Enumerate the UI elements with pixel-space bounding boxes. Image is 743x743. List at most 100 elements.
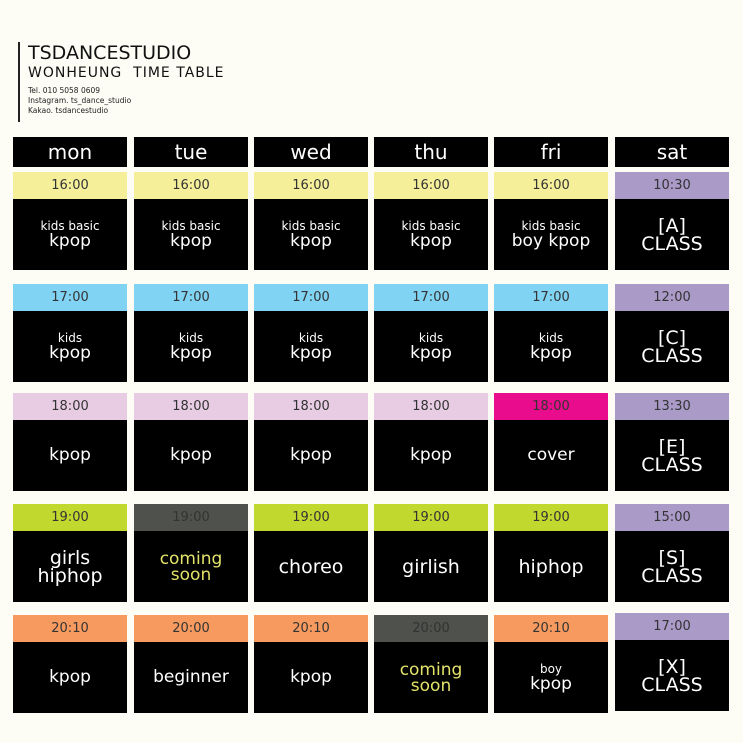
class-name-line: CLASS bbox=[641, 564, 703, 587]
class-name-line: kpop bbox=[410, 230, 452, 251]
class-slot: 18:00 kpop bbox=[254, 393, 368, 491]
class-name-line: kpop bbox=[49, 445, 91, 465]
class-name: [S] CLASS bbox=[615, 531, 729, 602]
class-slot: 19:00 coming soon bbox=[134, 504, 248, 602]
class-name: beginner bbox=[134, 642, 248, 713]
class-name-line: kids basic bbox=[40, 218, 100, 233]
class-name: kids basic kpop bbox=[374, 199, 488, 270]
class-slot: 19:00 girls hiphop bbox=[13, 504, 127, 602]
class-name: kpop bbox=[254, 420, 368, 491]
class-slot: 16:00 kids basic kpop bbox=[254, 172, 368, 270]
class-name-line: kids basic bbox=[161, 218, 221, 233]
class-name: coming soon bbox=[134, 531, 248, 602]
class-name: kids kpop bbox=[134, 311, 248, 382]
class-time: 19:00 bbox=[374, 504, 488, 531]
class-name-line: kpop bbox=[410, 445, 452, 465]
class-time: 18:00 bbox=[374, 393, 488, 420]
studio-header: TSDANCESTUDIO WONHEUNG TIME TABLE Tel. 0… bbox=[18, 42, 225, 122]
class-slot: 20:00 coming soon bbox=[374, 615, 488, 713]
class-name-line: kpop bbox=[530, 673, 572, 694]
class-time: 18:00 bbox=[13, 393, 127, 420]
class-name-line: kpop bbox=[170, 445, 212, 465]
class-time: 18:00 bbox=[494, 393, 608, 420]
class-name-line: kpop bbox=[410, 342, 452, 363]
class-name-line: kids basic bbox=[401, 218, 461, 233]
class-time: 12:00 bbox=[615, 284, 729, 311]
class-slot: 17:00 kids kpop bbox=[374, 284, 488, 382]
class-name: kids kpop bbox=[494, 311, 608, 382]
class-name-line: kpop bbox=[49, 230, 91, 251]
class-time: 19:00 bbox=[254, 504, 368, 531]
class-name-line: girls bbox=[49, 546, 91, 569]
class-name: kids kpop bbox=[254, 311, 368, 382]
class-time: 13:30 bbox=[615, 393, 729, 420]
class-time: 16:00 bbox=[254, 172, 368, 199]
class-name: kids basic boy kpop bbox=[494, 199, 608, 270]
class-slot: 16:00 kids basic boy kpop bbox=[494, 172, 608, 270]
class-name-line: coming bbox=[399, 659, 463, 680]
class-name-line: kids bbox=[57, 330, 83, 345]
class-name: kpop bbox=[13, 420, 127, 491]
class-time: 16:00 bbox=[374, 172, 488, 199]
class-name: kpop bbox=[13, 642, 127, 713]
class-time: 17:00 bbox=[494, 284, 608, 311]
class-time: 16:00 bbox=[13, 172, 127, 199]
class-slot: 16:00 kids basic kpop bbox=[134, 172, 248, 270]
class-slot: 17:00 [X] CLASS bbox=[615, 613, 729, 711]
class-name-line: hiphop bbox=[518, 555, 584, 578]
class-time: 20:10 bbox=[254, 615, 368, 642]
class-name-line: cover bbox=[527, 445, 575, 465]
class-time: 10:30 bbox=[615, 172, 729, 199]
day-header-wed: wed bbox=[254, 137, 368, 167]
class-slot: 15:00 [S] CLASS bbox=[615, 504, 729, 602]
class-name: coming soon bbox=[374, 642, 488, 713]
class-name: hiphop bbox=[494, 531, 608, 602]
class-name-line: kids bbox=[418, 330, 444, 345]
class-name-line: CLASS bbox=[641, 344, 703, 367]
class-time: 17:00 bbox=[134, 284, 248, 311]
class-name-line: kpop bbox=[290, 342, 332, 363]
class-time: 20:00 bbox=[134, 615, 248, 642]
class-name-line: CLASS bbox=[641, 673, 703, 696]
class-time: 18:00 bbox=[254, 393, 368, 420]
class-name-line: CLASS bbox=[641, 232, 703, 255]
class-name: choreo bbox=[254, 531, 368, 602]
class-slot: 18:00 kpop bbox=[374, 393, 488, 491]
class-slot: 20:10 boy kpop bbox=[494, 615, 608, 713]
class-slot: 20:00 beginner bbox=[134, 615, 248, 713]
class-slot: 20:10 kpop bbox=[254, 615, 368, 713]
day-header-mon: mon bbox=[13, 137, 127, 167]
class-slot: 13:30 [E] CLASS bbox=[615, 393, 729, 491]
class-name-line: CLASS bbox=[641, 453, 703, 476]
class-time: 17:00 bbox=[13, 284, 127, 311]
class-time: 20:00 bbox=[374, 615, 488, 642]
class-name: girls hiphop bbox=[13, 531, 127, 602]
class-time: 19:00 bbox=[494, 504, 608, 531]
class-time: 17:00 bbox=[254, 284, 368, 311]
class-name-line: kpop bbox=[49, 667, 91, 687]
day-header-thu: thu bbox=[374, 137, 488, 167]
class-slot: 18:00 kpop bbox=[13, 393, 127, 491]
day-header-fri: fri bbox=[494, 137, 608, 167]
class-name-line: kids basic bbox=[521, 218, 581, 233]
class-name: boy kpop bbox=[494, 642, 608, 713]
class-name-line: boy kpop bbox=[511, 230, 591, 251]
class-slot: 20:10 kpop bbox=[13, 615, 127, 713]
class-name-line: kpop bbox=[170, 230, 212, 251]
class-name: [A] CLASS bbox=[615, 199, 729, 270]
class-name-line: kpop bbox=[290, 230, 332, 251]
class-time: 19:00 bbox=[134, 504, 248, 531]
day-header-tue: tue bbox=[134, 137, 248, 167]
class-name-line: kids bbox=[298, 330, 324, 345]
class-name-line: kpop bbox=[290, 445, 332, 465]
class-name: girlish bbox=[374, 531, 488, 602]
class-name: kpop bbox=[254, 642, 368, 713]
class-name: kids basic kpop bbox=[13, 199, 127, 270]
class-slot: 17:00 kids kpop bbox=[134, 284, 248, 382]
class-name-line: [A] bbox=[658, 214, 686, 237]
class-name-line: kids basic bbox=[281, 218, 341, 233]
class-slot: 18:00 kpop bbox=[134, 393, 248, 491]
class-slot: 10:30 [A] CLASS bbox=[615, 172, 729, 270]
class-time: 17:00 bbox=[374, 284, 488, 311]
class-name-line: girlish bbox=[402, 555, 460, 578]
